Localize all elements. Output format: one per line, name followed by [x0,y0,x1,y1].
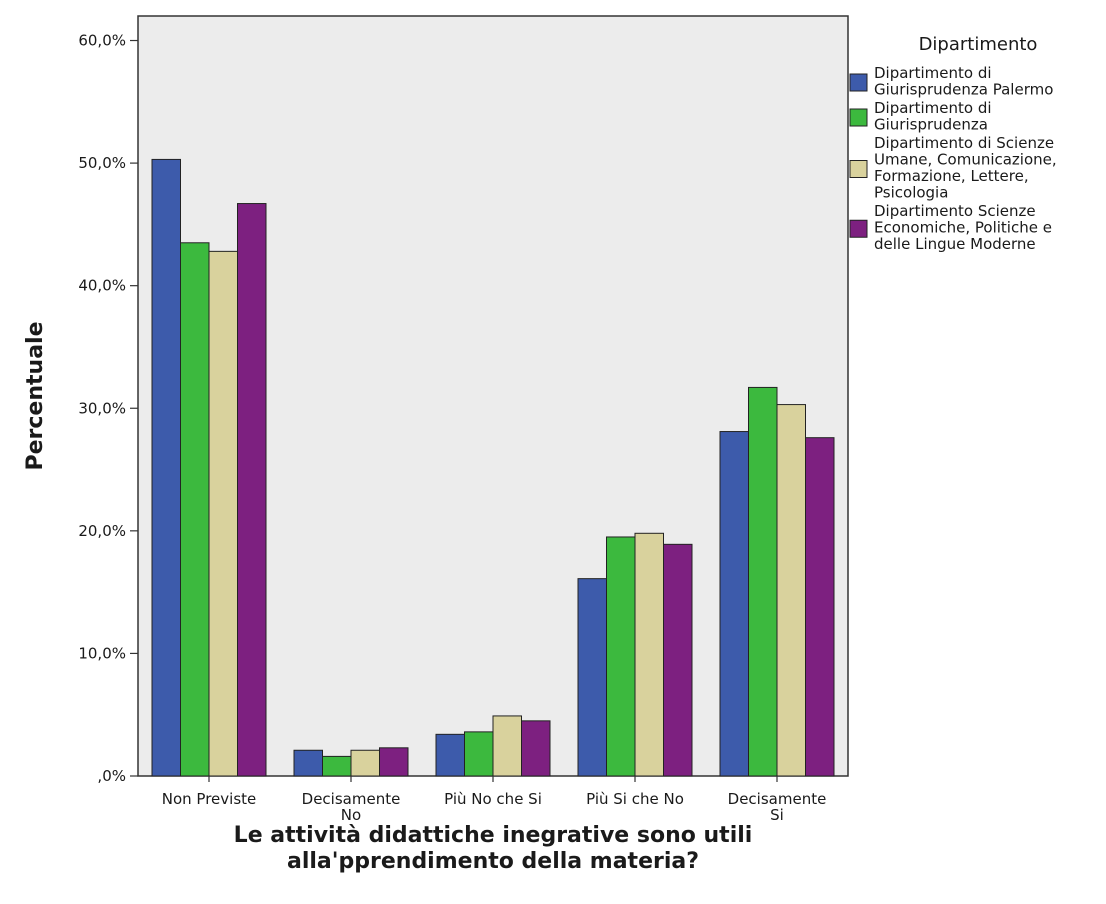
bar [180,242,210,777]
y-tick-label: 20,0% [78,522,126,540]
x-axis: Non Previste Decisamente No Più No che Si Pi… [162,776,827,824]
y-axis: ,0% 10,0% 20,0% 30,0% 40,0% 50,0% 60,0% [78,32,138,785]
legend-entry-label: Dipartimento di Giurisprudenza Palermo [874,64,1053,99]
legend-swatch [849,160,868,178]
legend-entry-label: Dipartimento Scienze Economiche, Politich… [874,202,1052,253]
bar [521,720,551,777]
x-tick-label: Non Previste [162,790,257,808]
bars-layer [151,158,835,777]
legend-swatch [849,219,868,238]
x-tick-label: Più No che Si [444,790,542,808]
y-axis-title: Percentuale [23,321,48,470]
y-tick-label: ,0% [97,767,126,785]
legend-swatch [849,108,868,127]
legend-title: Dipartimento [919,34,1038,55]
bar [350,749,380,777]
bar [719,431,749,777]
bar [634,532,664,777]
x-tick-label: Decisamente Si [728,790,827,824]
bar [805,437,835,777]
bar [776,404,806,777]
bar [663,543,693,777]
y-tick-label: 10,0% [78,644,126,662]
legend: Dipartimento di Giurisprudenza PalermoDip… [849,64,1057,253]
x-tick-label: Decisamente No [302,790,401,824]
x-tick-label: Più Si che No [586,790,684,808]
bar [151,158,181,777]
legend-entry-label: Dipartimento di Giurisprudenza [874,99,992,134]
x-axis-title: Le attività didattiche inegrative sono u… [234,823,753,874]
bar [577,578,607,777]
y-tick-label: 60,0% [78,32,126,50]
bar [322,755,352,777]
legend-swatch [849,73,868,92]
y-tick-label: 40,0% [78,277,126,295]
bar [464,731,494,777]
bar [208,250,238,777]
y-tick-label: 50,0% [78,154,126,172]
bar [237,203,267,777]
bar [379,747,409,777]
bar [606,536,636,777]
bar [435,733,465,777]
bar [748,386,778,777]
bar [492,715,522,777]
legend-entry-label: Dipartimento di Scienze Umane, Comunicazi… [874,134,1057,202]
bar [293,749,323,777]
y-tick-label: 30,0% [78,399,126,417]
